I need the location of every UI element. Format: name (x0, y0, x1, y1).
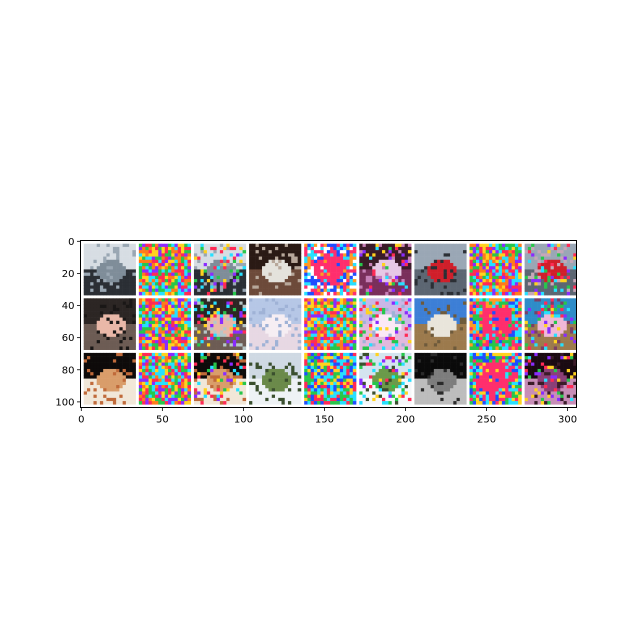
image-tile (138, 352, 192, 405)
image-tile (469, 298, 522, 350)
y-tick-label: 100 (55, 397, 74, 408)
x-tick-label: 250 (477, 415, 496, 426)
y-axis: 0 20 40 60 80 100 (55, 237, 81, 408)
image-tile (83, 298, 136, 350)
image-tile (83, 243, 136, 296)
image-tile (524, 243, 577, 296)
image-tile (524, 298, 577, 350)
image-tile (249, 243, 302, 296)
axes-frame (80, 240, 577, 408)
image-tile (524, 352, 577, 405)
x-tick-label: 50 (156, 415, 169, 426)
image-tile (359, 298, 412, 350)
image-tile (304, 298, 357, 350)
x-tick-label: 300 (558, 415, 577, 426)
image-tile (359, 243, 412, 296)
y-tick-label: 60 (62, 333, 75, 344)
image-tile (193, 243, 247, 296)
x-tick-label: 200 (396, 415, 415, 426)
image-tile (138, 243, 192, 296)
x-tick-label: 100 (234, 415, 253, 426)
image-tile (469, 243, 522, 296)
image-tile (83, 352, 136, 405)
x-tick-label: 150 (315, 415, 334, 426)
image-tile (469, 352, 522, 405)
image-tile (414, 298, 467, 350)
image-tile (304, 352, 357, 405)
y-tick-label: 40 (62, 301, 75, 312)
image-tile (193, 352, 247, 405)
image-tile (249, 352, 302, 405)
image-tile (138, 298, 192, 350)
image-tile (414, 352, 467, 405)
image-tile (359, 352, 412, 405)
image-tile (249, 298, 302, 350)
y-tick-label: 0 (68, 237, 74, 248)
y-tick-label: 20 (62, 269, 75, 280)
x-axis: 0 50 100 150 200 250 300 (78, 407, 577, 426)
x-tick-label: 0 (78, 415, 84, 426)
y-tick-label: 80 (62, 365, 75, 376)
image-grid (80, 240, 577, 408)
image-tile (193, 298, 247, 350)
image-tile (414, 243, 467, 296)
image-tile (304, 243, 357, 296)
